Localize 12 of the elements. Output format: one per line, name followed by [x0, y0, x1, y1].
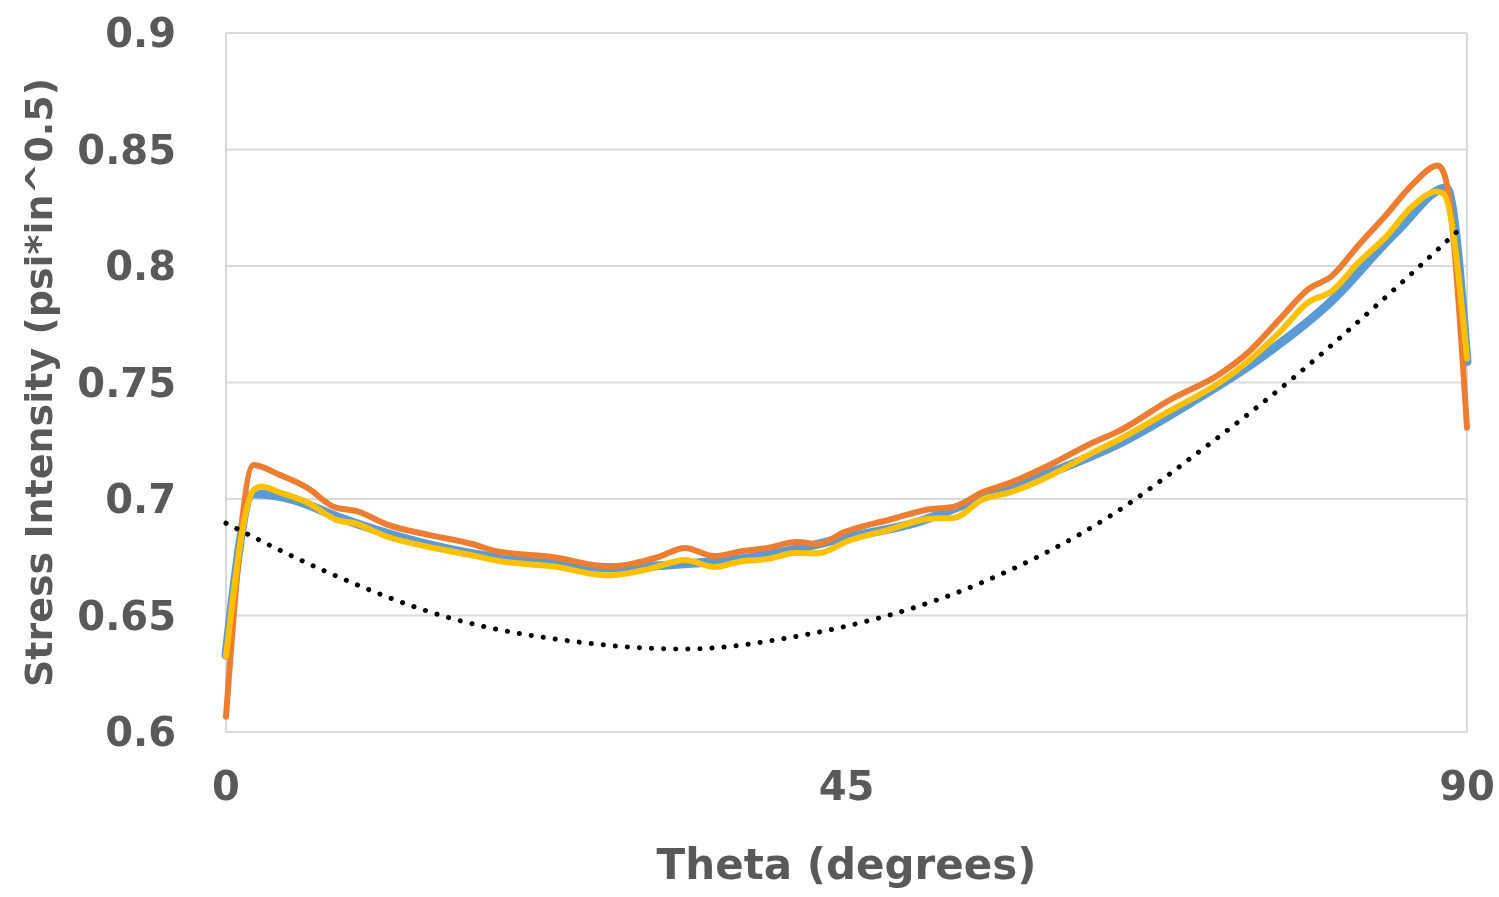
y-tick-label: 0.65 [77, 592, 176, 639]
x-tick-label: 45 [818, 763, 875, 809]
y-tick-label: 0.9 [105, 10, 176, 56]
y-axis-title: Stress Intensity (psi*in^0.5) [17, 77, 61, 688]
y-tick-label: 0.8 [105, 243, 176, 289]
x-tick-label: 0 [212, 763, 240, 809]
x-tick-label: 90 [1439, 763, 1495, 809]
y-tick-label: 0.6 [105, 709, 176, 755]
y-tick-label: 0.7 [105, 476, 176, 522]
x-axis-title: Theta (degrees) [656, 840, 1037, 889]
y-tick-label: 0.85 [77, 126, 176, 173]
y-tick-label: 0.75 [77, 359, 176, 406]
